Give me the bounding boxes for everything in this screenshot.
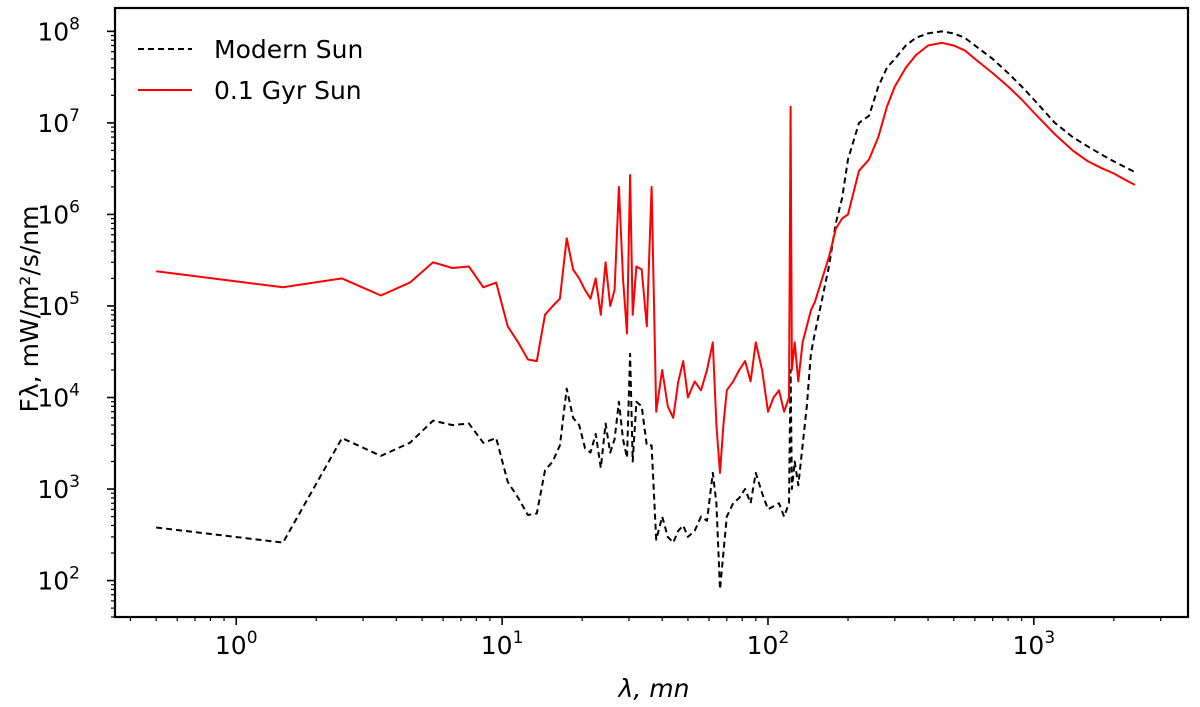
- series-line-0: [156, 30, 1136, 591]
- y-tick-label: 102: [37, 564, 80, 596]
- series-layer: [156, 30, 1136, 591]
- y-tick-label: 106: [37, 197, 80, 229]
- x-tick-label: 102: [747, 628, 790, 660]
- x-tick-label: 100: [215, 628, 258, 660]
- legend: Modern Sun 0.1 Gyr Sun: [138, 35, 363, 105]
- x-tick-label: 101: [481, 628, 524, 660]
- plot-frame: [113, 6, 1190, 619]
- y-tick-label: 108: [37, 14, 80, 46]
- y-tick-label: 105: [37, 289, 80, 321]
- y-tick-label: 107: [37, 106, 80, 138]
- series-line-1: [156, 41, 1136, 474]
- y-tick-label: 104: [37, 381, 80, 413]
- x-tick-label: 103: [1013, 628, 1056, 660]
- y-tick-label: 103: [37, 472, 80, 504]
- legend-label-modern-sun: Modern Sun: [214, 35, 363, 64]
- y-axis-label: Fλ, mW/m²/s/nm: [15, 205, 44, 412]
- legend-label-young-sun: 0.1 Gyr Sun: [214, 76, 362, 105]
- axis-ticks: 100 101 102 103 102 103 104 105 106 107 108: [37, 14, 1162, 660]
- x-axis-label: λ, mn: [617, 674, 690, 703]
